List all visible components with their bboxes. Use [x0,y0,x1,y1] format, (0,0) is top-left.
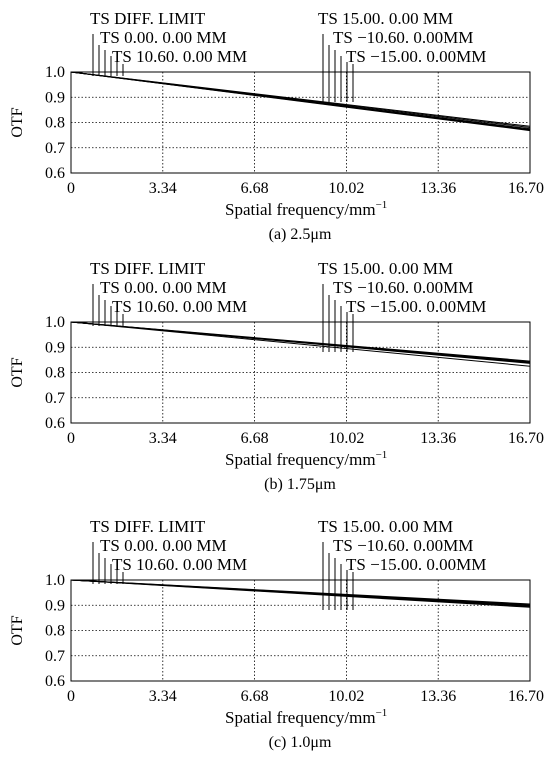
x-tick-label-4: 10.02 [328,180,364,197]
y-tick-label-3: 0.8 [45,115,65,132]
x-tick-label-3: 6.68 [241,180,269,197]
x-tick-label-4: 10.02 [328,430,364,447]
x-tick-label-4: 10.02 [328,688,364,705]
x-axis-label: Spatial frequency/mm−1 [225,449,387,469]
plot-frame [70,71,531,174]
legend-right-item-1: TS 15.00. 0.00 MM [318,517,453,536]
legend-right-item-3: TS −15.00. 0.00MM [346,555,486,574]
x-tick-label-6: 16.70 [508,180,544,197]
y-tick-label-3: 0.8 [45,623,65,640]
x-tick-label-2: 3.34 [149,430,177,447]
y-tick-label-2: 0.7 [45,140,65,157]
x-tick-label-3: 6.68 [241,430,269,447]
y-tick-label-2: 0.7 [45,390,65,407]
x-tick-label-1: 0 [67,180,75,197]
x-axis-label-superscript: −1 [376,707,388,719]
y-tick-label-4: 0.9 [45,597,65,614]
y-tick-label-5: 1.0 [45,64,65,81]
legend-left-item-2: TS 0.00. 0.00 MM [100,536,227,555]
legend-left-item-3: TS 10.60. 0.00 MM [112,47,247,66]
x-axis-label-superscript: −1 [376,199,388,211]
x-tick-label-3: 6.68 [241,688,269,705]
y-tick-label-3: 0.8 [45,365,65,382]
y-tick-label-5: 1.0 [45,572,65,589]
legend-right-item-3: TS −15.00. 0.00MM [346,47,486,66]
legend-right-item-2: TS −10.60. 0.00MM [333,536,473,555]
chart-caption: (a) 2.5μm [269,226,332,243]
x-tick-label-6: 16.70 [508,430,544,447]
legend-right-item-1: TS 15.00. 0.00 MM [318,9,453,28]
series-line-6 [70,579,531,608]
y-tick-label-4: 0.9 [45,339,65,356]
y-tick-label-5: 1.0 [45,314,65,331]
chart-caption: (b) 1.75μm [264,476,336,493]
series-line-6 [70,321,531,367]
y-axis-label: OTF [9,357,26,387]
plot-frame [70,579,531,682]
plot-frame [70,321,531,424]
x-tick-label-5: 13.36 [420,180,456,197]
x-tick-label-1: 0 [67,430,75,447]
legend-left-item-2: TS 0.00. 0.00 MM [100,278,227,297]
legend-right-item-2: TS −10.60. 0.00MM [333,28,473,47]
legend-left-item-1: TS DIFF. LIMIT [90,9,206,28]
legend-right-item-1: TS 15.00. 0.00 MM [318,259,453,278]
x-tick-label-5: 13.36 [420,430,456,447]
y-tick-label-1: 0.6 [45,673,65,690]
y-axis-label: OTF [9,615,26,645]
x-tick-label-2: 3.34 [149,180,177,197]
x-tick-label-2: 3.34 [149,688,177,705]
legend-left-item-1: TS DIFF. LIMIT [90,259,206,278]
x-tick-label-1: 0 [67,688,75,705]
y-tick-label-4: 0.9 [45,89,65,106]
series-line-6 [70,71,531,132]
y-tick-label-1: 0.6 [45,415,65,432]
legend-left-item-1: TS DIFF. LIMIT [90,517,206,536]
x-axis-label: Spatial frequency/mm−1 [225,199,387,219]
x-tick-label-6: 16.70 [508,688,544,705]
legend-left-item-3: TS 10.60. 0.00 MM [112,297,247,316]
y-axis-label: OTF [9,107,26,137]
legend-left-item-3: TS 10.60. 0.00 MM [112,555,247,574]
x-axis-label-superscript: −1 [376,449,388,461]
x-axis-label: Spatial frequency/mm−1 [225,707,387,727]
y-tick-label-1: 0.6 [45,165,65,182]
x-tick-label-5: 13.36 [420,688,456,705]
legend-right-item-3: TS −15.00. 0.00MM [346,297,486,316]
legend-right-item-2: TS −10.60. 0.00MM [333,278,473,297]
legend-left-item-2: TS 0.00. 0.00 MM [100,28,227,47]
chart-caption: (c) 1.0μm [269,734,332,751]
y-tick-label-2: 0.7 [45,648,65,665]
